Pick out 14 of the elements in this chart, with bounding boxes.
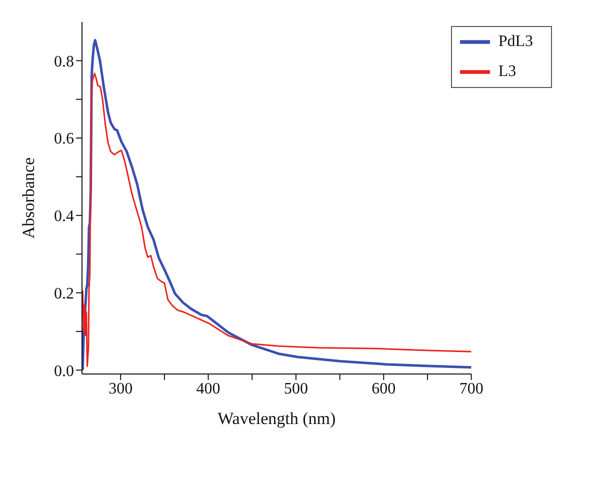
- x-tick-label: 300: [108, 380, 133, 398]
- x-tick-label: 500: [284, 380, 308, 398]
- x-tick-label: 700: [459, 380, 484, 398]
- x-tick-label: 400: [196, 380, 220, 398]
- y-tick-label: 0.2: [54, 285, 74, 302]
- y-tick-label: 0.4: [54, 208, 74, 226]
- legend-label: L3: [498, 62, 516, 80]
- y-tick-label: 0.6: [54, 130, 74, 148]
- y-axis-title: Absorbance: [19, 157, 38, 239]
- y-tick-label: 0.0: [54, 362, 74, 380]
- x-axis-title: Wavelength (nm): [218, 409, 336, 428]
- legend-label: PdL3: [498, 32, 533, 50]
- x-tick-label: 600: [372, 380, 396, 398]
- y-tick-label: 0.8: [54, 53, 74, 70]
